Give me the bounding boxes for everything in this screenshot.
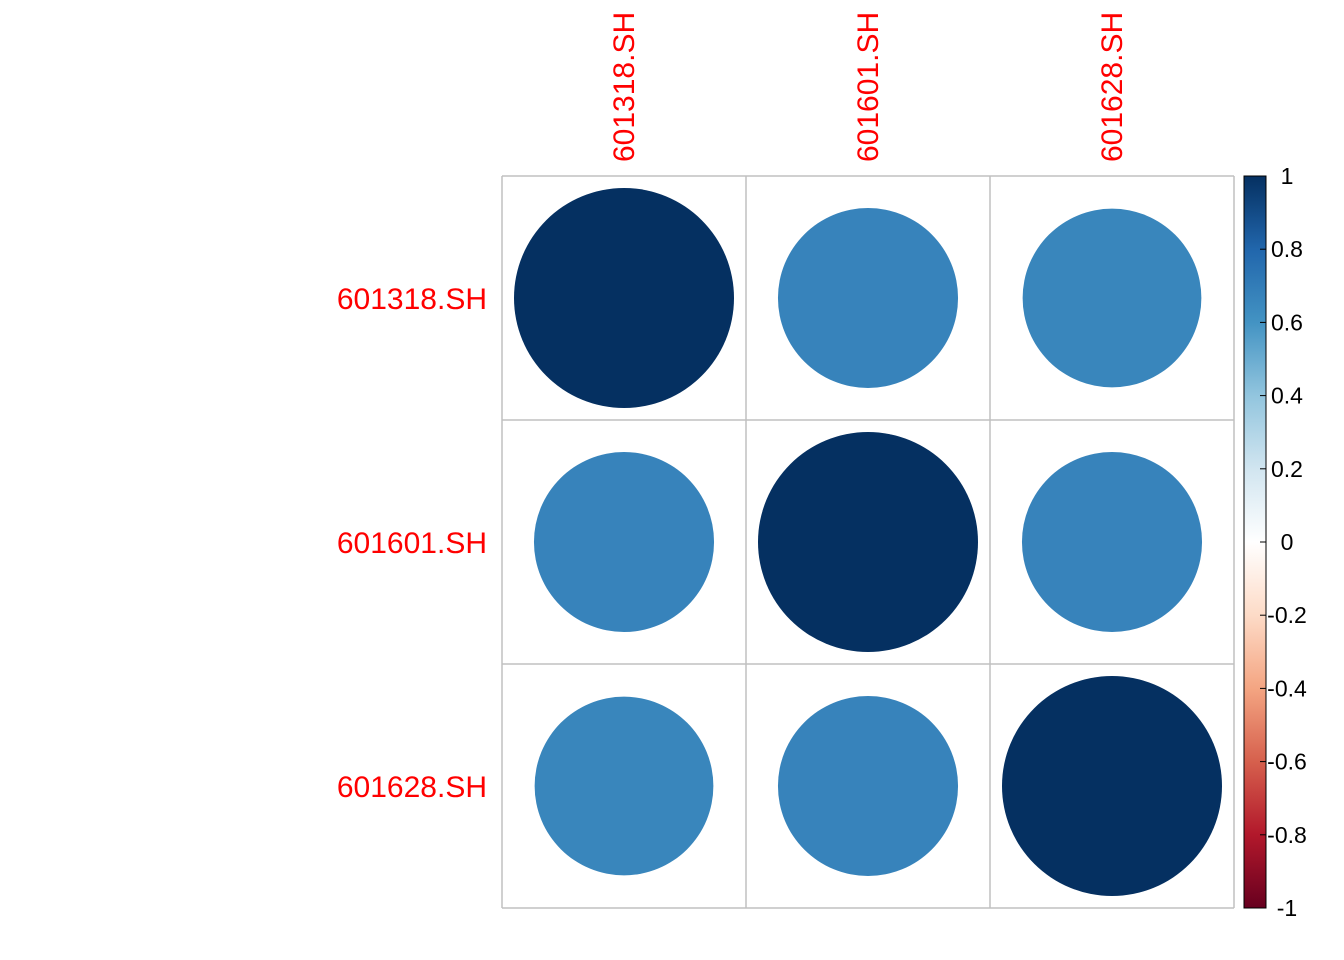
colorbar-tick-label: 0.6 <box>1271 309 1303 335</box>
colorbar-tick-label: 0.2 <box>1271 456 1303 482</box>
colorbar-tick-label: -0.2 <box>1267 602 1307 628</box>
col-label-601601.SH: 601601.SH <box>852 12 885 162</box>
matrix-cells <box>514 188 1222 896</box>
corr-circle-601628.SH-601318.SH <box>534 696 714 876</box>
colorbar-tick-label: 0.4 <box>1271 383 1303 409</box>
colorbar-tick-label: -1 <box>1277 895 1297 921</box>
corr-circle-601601.SH-601628.SH <box>1021 451 1203 633</box>
corr-circle-601601.SH-601318.SH <box>533 451 715 633</box>
col-label-601318.SH: 601318.SH <box>608 12 641 162</box>
matrix-grid <box>501 175 1235 909</box>
row-label-601318.SH: 601318.SH <box>337 283 487 316</box>
colorbar-legend: 1 0.8 0.6 0.4 0.2 0 -0.2 -0.4 -0.6 -0.8 -1 <box>1243 163 1307 921</box>
colorbar-tick-label: 0 <box>1281 529 1294 555</box>
colorbar-tick-label: -0.6 <box>1267 749 1307 775</box>
colorbar-tick-label: 0.8 <box>1271 236 1303 262</box>
col-label-601628.SH: 601628.SH <box>1096 12 1129 162</box>
row-labels: 601318.SH 601601.SH 601628.SH <box>337 283 487 804</box>
colorbar-tick-label: 1 <box>1281 163 1294 189</box>
row-label-601601.SH: 601601.SH <box>337 527 487 560</box>
corr-circle-601318.SH-601628.SH <box>1022 208 1202 388</box>
row-label-601628.SH: 601628.SH <box>337 771 487 804</box>
corr-circle-601601.SH-601601.SH <box>758 432 978 652</box>
column-labels: 601318.SH 601601.SH 601628.SH <box>608 12 1129 162</box>
corr-circle-601628.SH-601628.SH <box>1002 676 1222 896</box>
corr-circle-601628.SH-601601.SH <box>777 695 959 877</box>
colorbar-tick-label: -0.8 <box>1267 822 1307 848</box>
colorbar-tick-label: -0.4 <box>1267 675 1307 701</box>
corr-circle-601318.SH-601601.SH <box>777 207 959 389</box>
corr-circle-601318.SH-601318.SH <box>514 188 734 408</box>
